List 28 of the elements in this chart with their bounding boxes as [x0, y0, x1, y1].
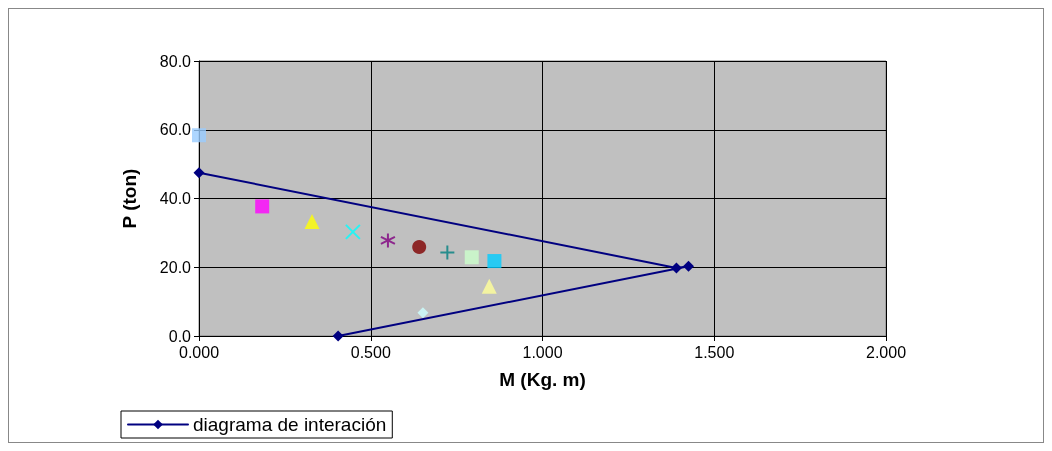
y-tick-label: 20.0 — [159, 258, 192, 276]
point — [682, 260, 694, 272]
point — [192, 128, 206, 143]
point — [304, 214, 320, 230]
y-tick-label: 0.0 — [168, 327, 192, 345]
point — [481, 278, 497, 294]
x-axis-title: M (Kg. m) — [499, 369, 586, 390]
point — [464, 250, 479, 265]
x-tick-label: 0.000 — [178, 343, 220, 361]
point — [412, 239, 427, 254]
y-axis-title: P (ton) — [119, 168, 140, 229]
y-tick-label: 60.0 — [159, 121, 192, 139]
point — [439, 244, 456, 261]
x-tick-label: 1.000 — [522, 343, 563, 361]
point — [487, 254, 502, 269]
point — [379, 232, 396, 249]
point — [255, 199, 270, 214]
point — [670, 262, 682, 274]
point — [417, 307, 429, 319]
x-tick-label: 1.500 — [694, 343, 735, 361]
point — [193, 167, 205, 179]
y-tick-label: 40.0 — [159, 190, 192, 207]
x-tick-label: 2.000 — [865, 343, 907, 361]
point — [332, 330, 344, 342]
point — [344, 223, 361, 240]
legend-label: diagrama de interación — [193, 414, 387, 435]
x-tick-label: 0.500 — [350, 343, 391, 361]
y-tick-label: 80.0 — [159, 52, 192, 70]
